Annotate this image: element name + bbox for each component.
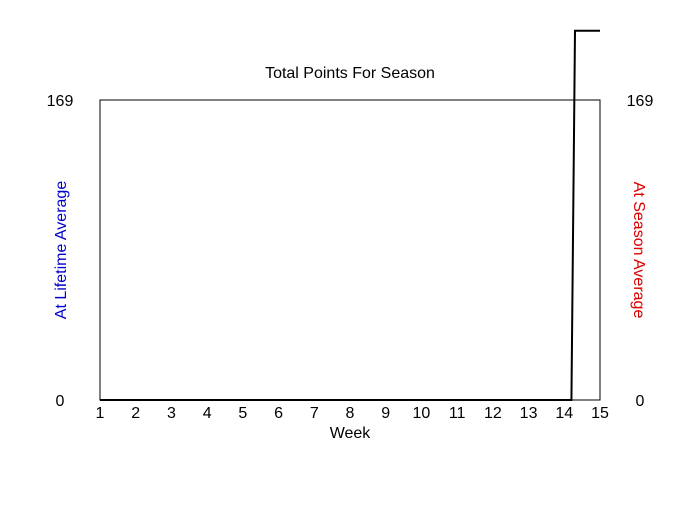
x-axis-label: Week [330,425,372,442]
y-tick-label-left: 0 [56,393,65,410]
chart-title: Total Points For Season [265,65,435,82]
x-tick-label: 13 [520,405,538,422]
y-axis-right-ticks: 0 169 [627,93,654,410]
x-axis-ticks: 1 2 3 4 5 6 7 8 9 10 11 12 13 14 15 [96,405,609,422]
x-tick-label: 7 [310,405,319,422]
x-tick-label: 3 [167,405,176,422]
x-tick-label: 15 [591,405,609,422]
y-tick-label-right: 169 [627,93,654,110]
series-line [100,29,600,401]
plot-frame [99,99,601,401]
x-tick-label: 14 [555,405,573,422]
y-axis-right-label: At Season Average [630,182,647,319]
x-tick-label: 8 [346,405,355,422]
x-tick-label: 10 [413,405,431,422]
x-tick-label: 6 [274,405,283,422]
y-tick-label-right: 0 [636,393,645,410]
x-tick-label: 2 [131,405,140,422]
y-tick-label-left: 169 [47,93,74,110]
x-tick-label: 5 [238,405,247,422]
x-tick-label: 11 [449,405,466,422]
series-layer [100,29,600,401]
y-axis-left-label: At Lifetime Average [53,181,70,320]
x-tick-label: 4 [203,405,212,422]
x-tick-label: 9 [381,405,390,422]
x-tick-label: 12 [484,405,502,422]
x-tick-label: 1 [96,405,105,422]
y-axis-left-ticks: 0 169 [47,93,74,410]
